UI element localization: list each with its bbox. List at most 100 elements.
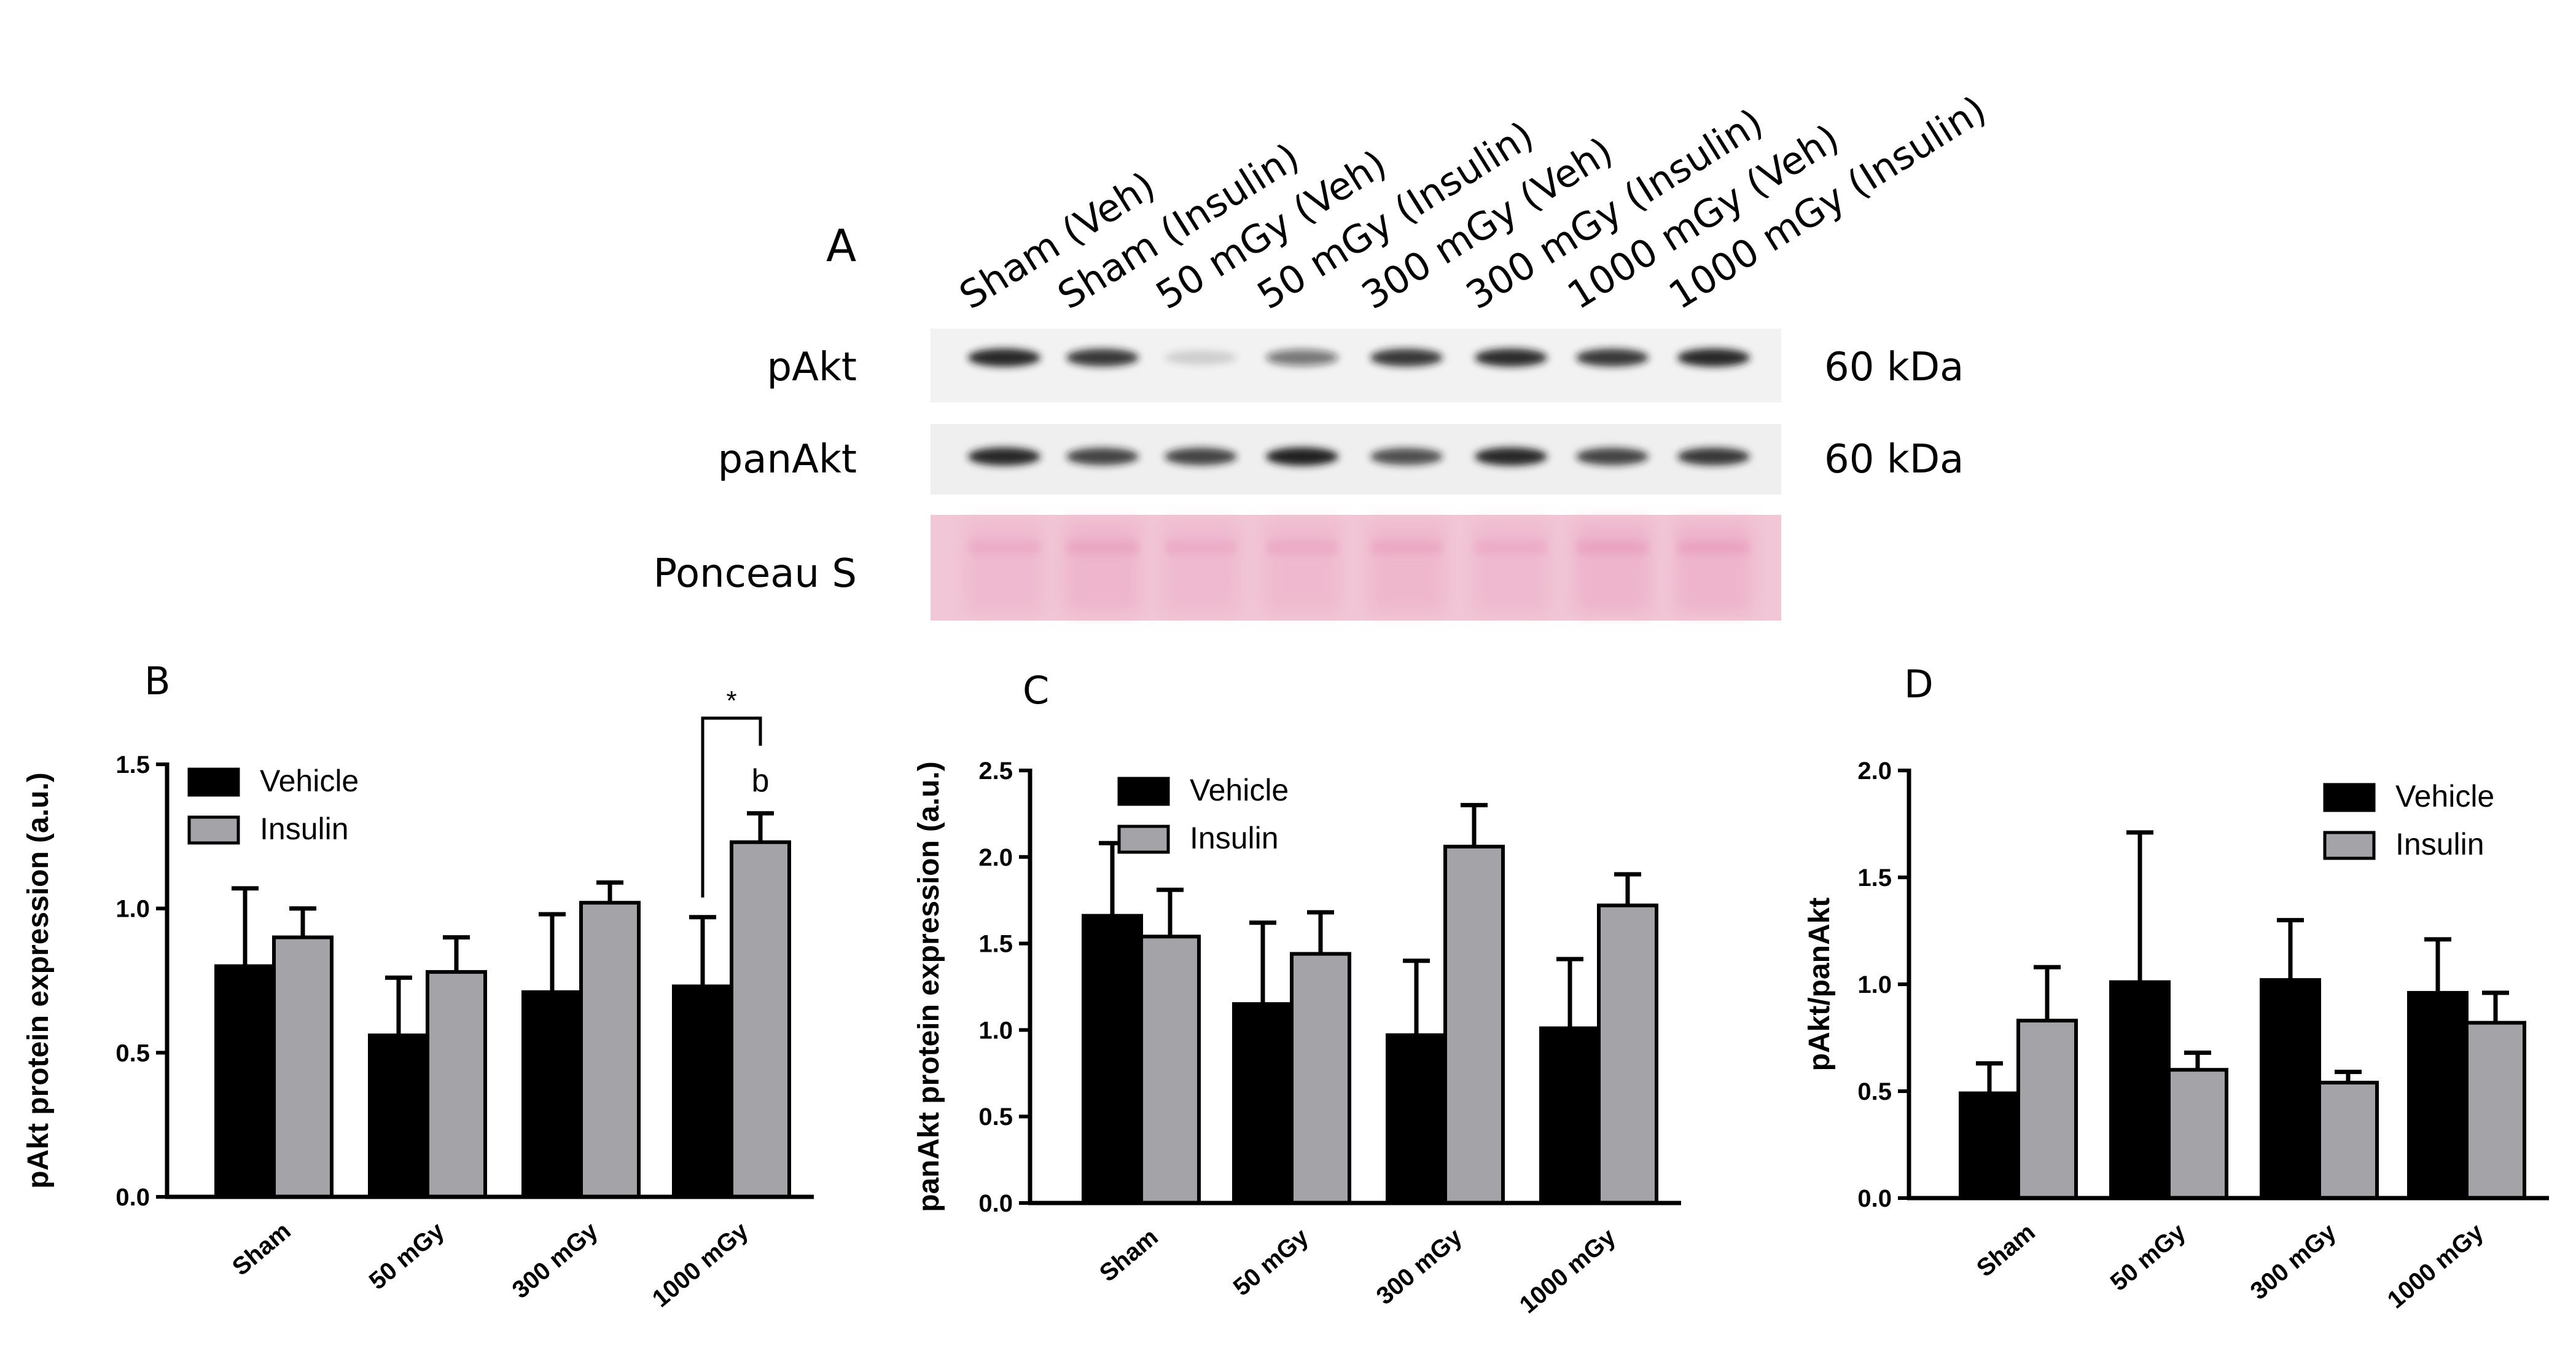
ponceau-stripe <box>1067 541 1138 554</box>
legend-label: Insulin <box>1190 821 1279 855</box>
bar <box>2260 978 2321 1201</box>
protein-band <box>1066 447 1139 466</box>
legend-label: Insulin <box>2395 827 2484 861</box>
ponceau-stripe <box>1371 541 1442 554</box>
ponceau-lane <box>966 521 1042 613</box>
protein-band <box>1475 447 1547 466</box>
pakt-membrane <box>931 329 1781 402</box>
ponceau-lane <box>1163 521 1239 613</box>
bar <box>426 970 487 1199</box>
y-tick-label: 2.0 <box>978 844 1013 871</box>
y-tick-label: 1.5 <box>1857 864 1892 891</box>
x-tick-label: 50 mGy <box>1228 1223 1314 1301</box>
bar <box>2109 980 2171 1201</box>
protein-band <box>1677 348 1750 367</box>
legend-label: Vehicle <box>260 764 359 798</box>
row-labels: pAkt 60 kDa panAkt 60 kDa Ponceau S <box>654 345 1964 597</box>
panel-a-western-blot: A Sham (Veh)Sham (Insulin)50 mGy (Veh)50… <box>654 87 1994 621</box>
y-axis-label: panAkt protein expression (a.u.) <box>913 761 945 1212</box>
ponceau-stripe <box>1267 541 1338 554</box>
bar <box>2407 990 2469 1201</box>
row-label: pAkt <box>767 345 857 390</box>
y-tick-label: 0.5 <box>115 1040 150 1067</box>
bar <box>672 984 733 1199</box>
y-tick-label: 0.0 <box>115 1184 150 1211</box>
y-tick-label: 1.0 <box>978 1017 1013 1044</box>
bar <box>368 1033 429 1199</box>
legend-swatch <box>187 767 240 797</box>
lane-labels: Sham (Veh)Sham (Insulin)50 mGy (Veh)50 m… <box>951 87 1994 318</box>
row-label: Ponceau S <box>654 551 857 597</box>
legend-label: Vehicle <box>1190 773 1289 807</box>
bar <box>579 901 641 1199</box>
protein-band <box>1066 348 1139 367</box>
y-axis-label: pAkt/panAkt <box>1803 898 1836 1072</box>
row-label: panAkt <box>718 437 857 482</box>
x-tick-label: 300 mGy <box>507 1217 604 1304</box>
bar <box>1443 844 1505 1205</box>
protein-band <box>1266 349 1338 366</box>
bar <box>1139 935 1201 1205</box>
ponceau-stripe <box>1165 541 1236 554</box>
x-tick-label: 300 mGy <box>2246 1218 2342 1305</box>
y-tick-label: 2.0 <box>1857 758 1892 785</box>
y-tick-label: 1.5 <box>115 751 150 778</box>
bar <box>1597 903 1658 1205</box>
protein-band <box>1475 348 1547 367</box>
y-tick-label: 2.5 <box>978 758 1013 785</box>
x-tick-label: 1000 mGy <box>647 1217 754 1313</box>
x-tick-label: 50 mGy <box>2106 1218 2192 1296</box>
bar <box>2465 1021 2526 1200</box>
bar <box>1539 1026 1601 1205</box>
bar <box>214 964 276 1199</box>
ponceau-stripe <box>1577 541 1648 554</box>
ponceau-lane <box>1574 521 1650 613</box>
ponceau-lane <box>1064 521 1141 613</box>
y-tick-label: 0.5 <box>1857 1078 1892 1105</box>
legend-swatch <box>2323 831 2376 860</box>
panel-a-letter: A <box>826 220 856 272</box>
protein-band <box>1576 447 1649 466</box>
protein-band <box>1165 447 1237 466</box>
bar <box>521 990 583 1199</box>
x-tick-label: 1000 mGy <box>1515 1223 1622 1319</box>
x-tick-label: 300 mGy <box>1372 1223 1468 1310</box>
legend-swatch <box>187 815 240 845</box>
ponceau-lane <box>1473 521 1549 613</box>
protein-band <box>1165 350 1237 365</box>
ponceau-stripe <box>969 541 1040 554</box>
significance-star: * <box>726 686 736 716</box>
bar <box>1290 952 1351 1205</box>
bar <box>1386 1033 1447 1205</box>
bar <box>272 935 334 1199</box>
protein-band <box>1370 348 1443 367</box>
y-tick-label: 1.0 <box>115 896 150 923</box>
legend-label: Insulin <box>260 812 349 846</box>
y-axis-label: pAkt protein expression (a.u.) <box>22 772 55 1188</box>
legend-swatch <box>2323 783 2376 812</box>
protein-band <box>1370 448 1443 465</box>
x-tick-label: 50 mGy <box>364 1217 450 1295</box>
legend-swatch <box>1117 777 1170 806</box>
protein-band <box>1576 348 1649 367</box>
ponceau-stripe <box>1475 541 1547 554</box>
x-tick-label: Sham <box>1972 1218 2040 1282</box>
x-tick-label: 1000 mGy <box>2383 1218 2489 1314</box>
ponceau-lane <box>1264 521 1340 613</box>
band-size-label: 60 kDa <box>1824 437 1964 482</box>
bar <box>730 840 791 1199</box>
ponceau-lane <box>1368 521 1445 613</box>
y-tick-label: 0.0 <box>978 1190 1013 1217</box>
legend-label: Vehicle <box>2395 779 2494 813</box>
y-tick-label: 1.5 <box>978 931 1013 958</box>
bar <box>1959 1091 2020 1200</box>
blot-bands <box>931 329 1781 621</box>
bar <box>1232 1002 1294 1205</box>
y-tick-label: 0.0 <box>1857 1185 1892 1212</box>
significance-bracket <box>701 716 762 898</box>
ponceau-lane <box>1676 521 1752 613</box>
bar <box>2167 1068 2228 1200</box>
